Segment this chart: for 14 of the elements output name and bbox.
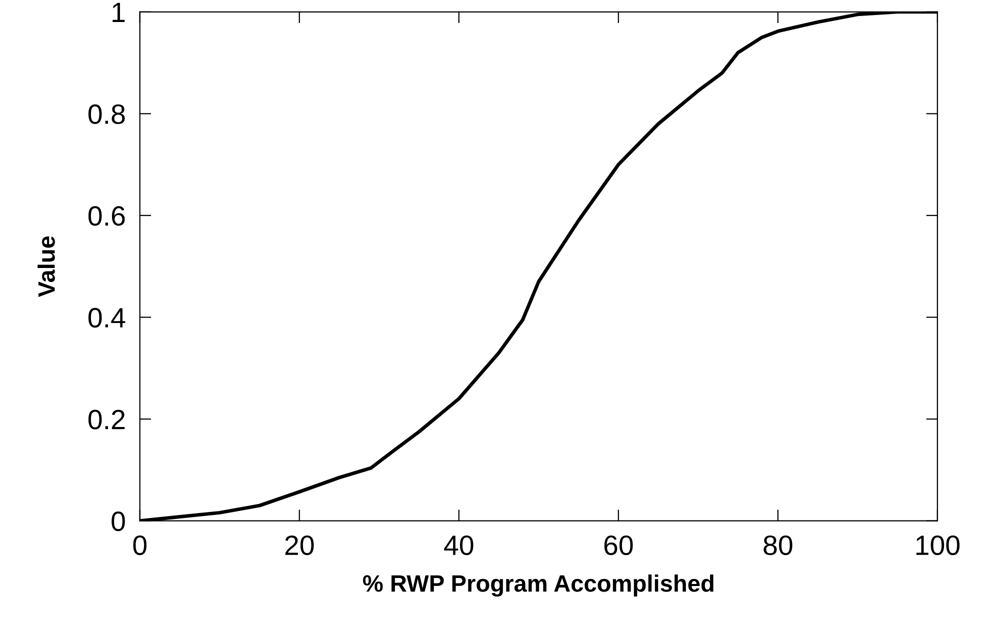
x-axis-title: % RWP Program Accomplished <box>362 574 714 597</box>
y-tick-label: 0 <box>112 512 125 532</box>
y-tick-label: 0.4 <box>88 308 126 328</box>
y-tick-label: 0.2 <box>88 410 125 430</box>
x-tick-label: 40 <box>444 535 474 556</box>
x-tick-label: 0 <box>133 535 147 556</box>
y-tick-label: 1 <box>112 2 125 22</box>
x-tick-label: 60 <box>604 535 633 556</box>
y-tick-label: 0.8 <box>88 104 125 124</box>
y-axis-title: Value <box>38 236 55 298</box>
x-tick-label: 20 <box>285 535 314 556</box>
x-tick-label: 100 <box>916 535 960 556</box>
x-tick-label: 80 <box>764 535 792 556</box>
y-tick-label: 0.6 <box>88 206 125 226</box>
